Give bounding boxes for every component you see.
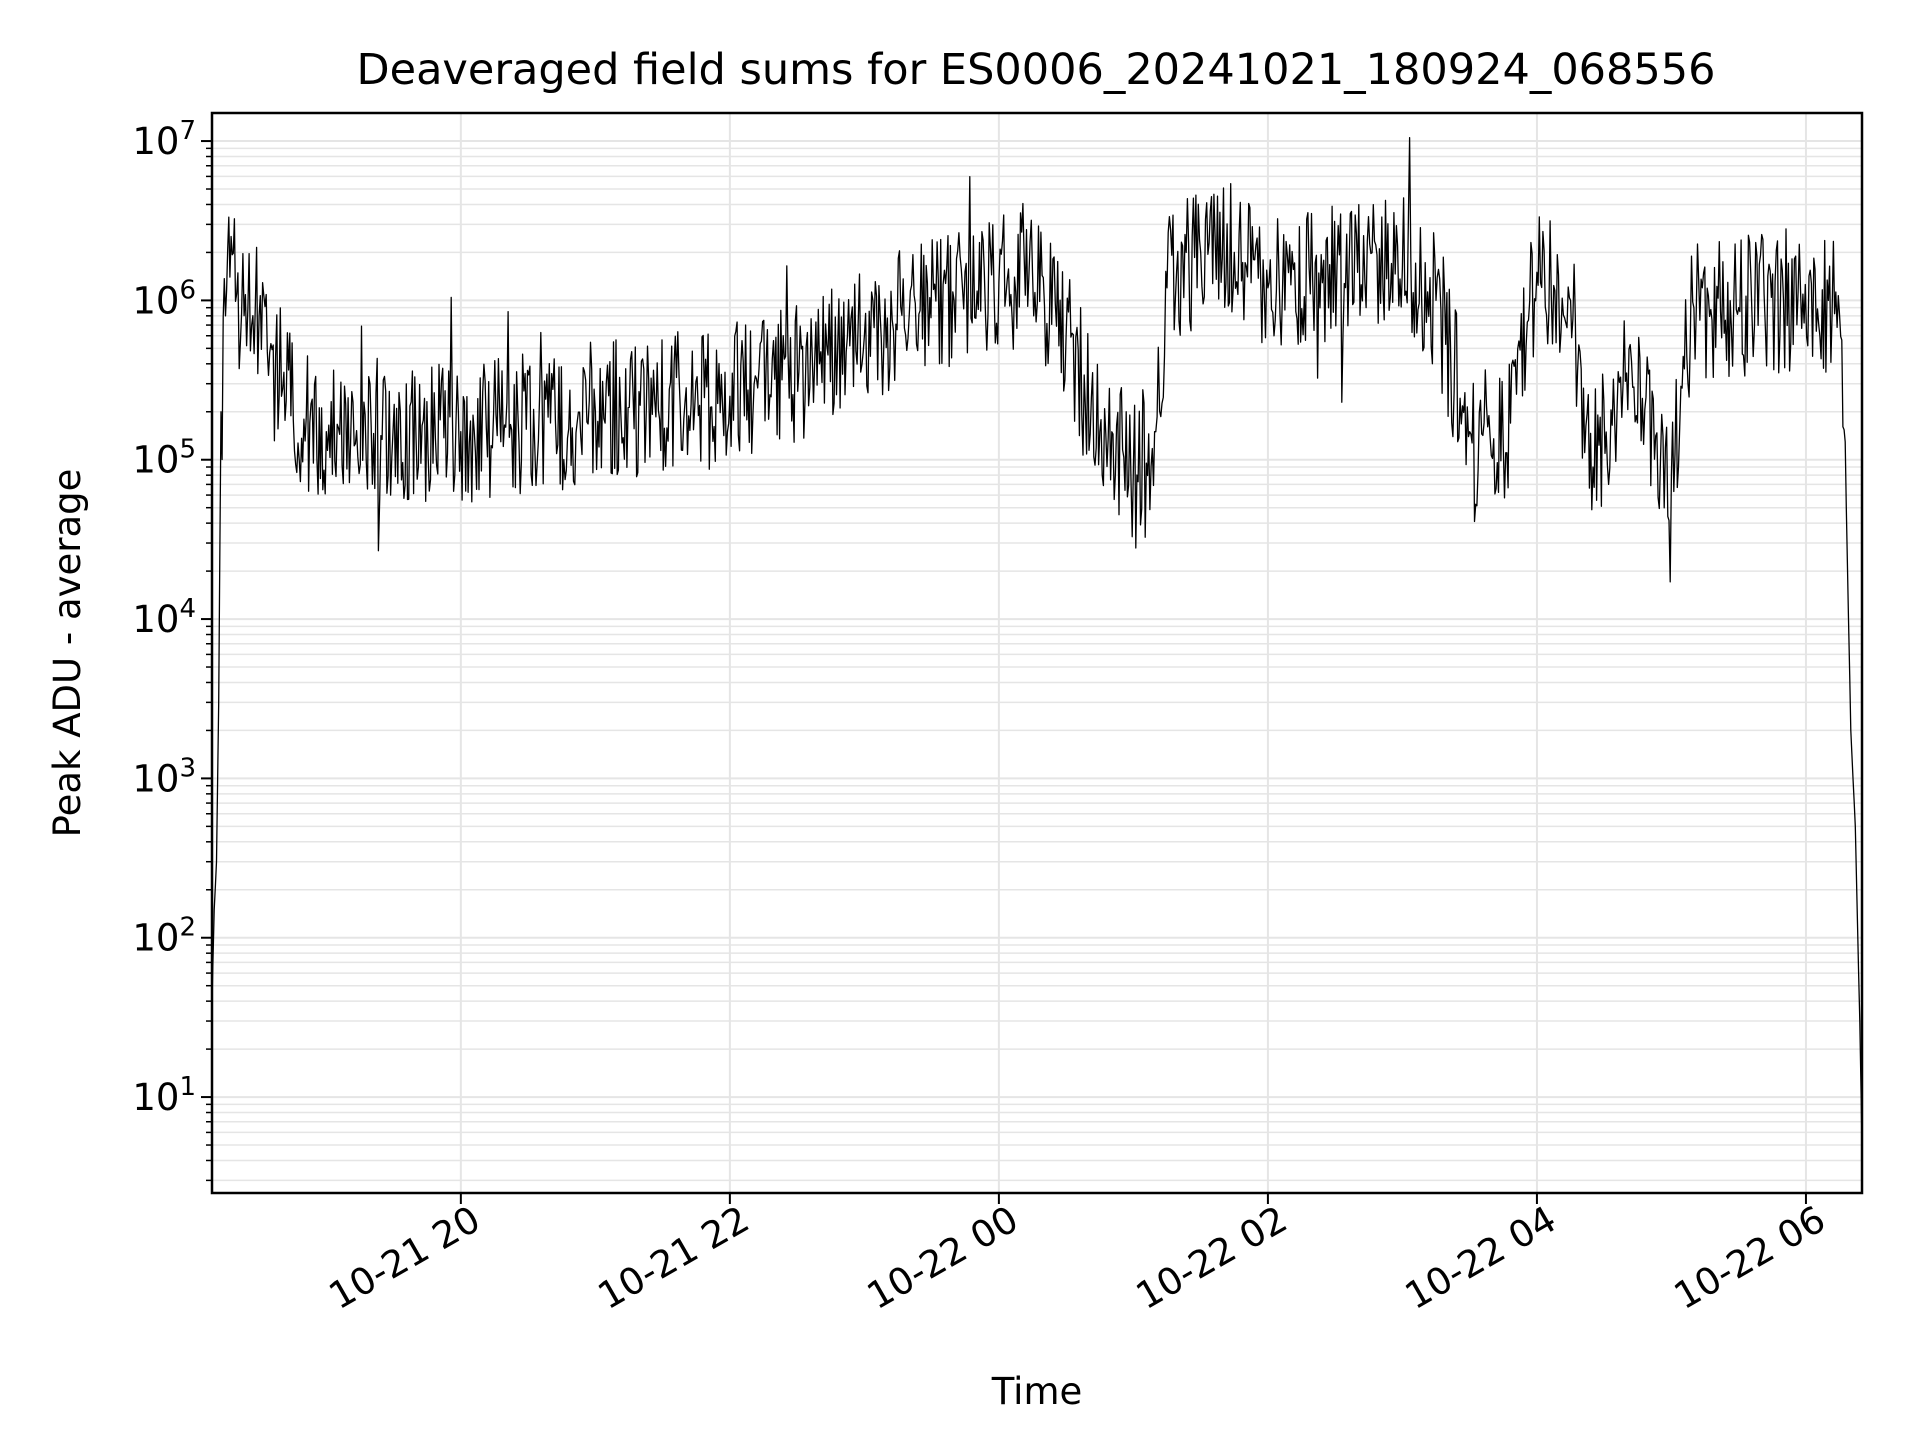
- y-tick-label: 104: [132, 594, 196, 641]
- chart-title: Deaveraged field sums for ES0006_2024102…: [357, 45, 1716, 95]
- plot-frame: [210, 111, 1864, 1195]
- y-tick-label: 102: [132, 913, 196, 960]
- grid-lines: [212, 113, 1862, 1193]
- x-tick-label: 10-21 20: [322, 1198, 488, 1318]
- y-axis-label: Peak ADU - average: [46, 469, 89, 838]
- x-tick-label: 10-22 02: [1129, 1198, 1295, 1318]
- y-tick-label: 105: [132, 435, 196, 482]
- x-axis: 10-21 20 10-21 22 10-22 00 10-22 02 10-22 04…: [322, 1193, 1833, 1318]
- y-tick-label: 107: [132, 116, 196, 163]
- y-tick-label: 106: [132, 275, 196, 322]
- x-axis-label: Time: [991, 1370, 1083, 1413]
- x-tick-label: 10-22 04: [1398, 1198, 1564, 1318]
- y-axis: 101 102 103 104 105 106 107: [132, 116, 212, 1182]
- series-line-group: [211, 137, 1863, 1146]
- y-tick-label: 103: [132, 753, 196, 800]
- y-tick-label: 101: [132, 1072, 196, 1119]
- x-tick-label: 10-22 06: [1667, 1198, 1833, 1318]
- x-tick-label: 10-22 00: [860, 1198, 1026, 1318]
- series-line: [211, 137, 1863, 1146]
- x-tick-label: 10-21 22: [591, 1198, 757, 1318]
